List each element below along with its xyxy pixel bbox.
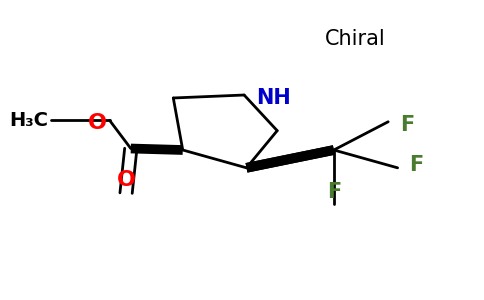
Text: O: O bbox=[88, 113, 107, 133]
Text: O: O bbox=[117, 170, 136, 190]
Text: Chiral: Chiral bbox=[325, 28, 385, 49]
Text: F: F bbox=[400, 115, 414, 135]
Text: F: F bbox=[409, 155, 424, 175]
Text: NH: NH bbox=[256, 88, 291, 108]
Text: F: F bbox=[327, 182, 341, 202]
Text: H₃C: H₃C bbox=[9, 111, 48, 130]
